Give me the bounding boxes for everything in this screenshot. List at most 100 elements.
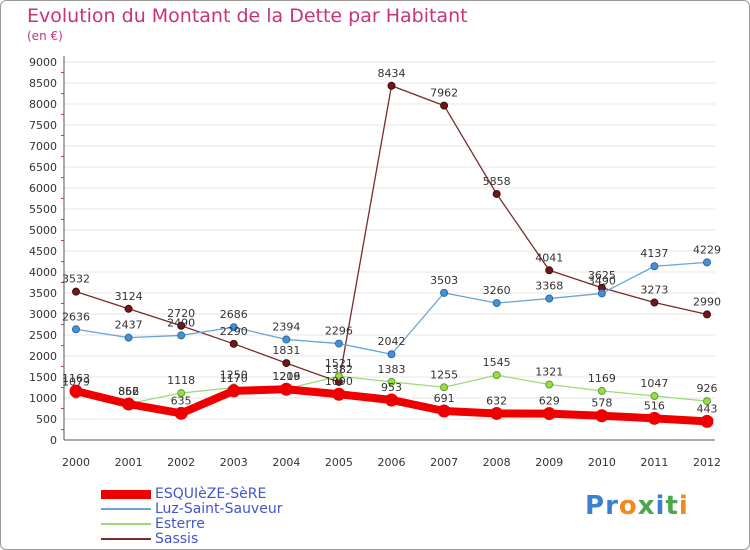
- x-tick-label: 2006: [378, 456, 406, 469]
- data-label-esqui-ze-s-re: 856: [118, 385, 139, 398]
- legend-label: Esterre: [155, 516, 205, 532]
- data-label-esterre: 1079: [62, 376, 90, 389]
- data-label-esqui-ze-s-re: 1090: [325, 375, 353, 388]
- data-label-sassis: 2990: [693, 295, 721, 308]
- data-label-esqui-ze-s-re: 516: [644, 399, 665, 412]
- data-label-esqui-ze-s-re: 632: [486, 394, 507, 407]
- logo-letter: x: [637, 491, 656, 521]
- data-label-sassis: 2720: [167, 307, 195, 320]
- data-point-esterre: [492, 371, 501, 380]
- data-label-esterre: 1169: [588, 372, 616, 385]
- data-label-luz-saint-sauveur: 2296: [325, 325, 353, 338]
- data-label-luz-saint-sauveur: 2490: [167, 316, 195, 329]
- data-label-sassis: 1831: [272, 344, 300, 357]
- data-label-esqui-ze-s-re: 1163: [62, 372, 90, 385]
- data-point-esqui-ze-s-re: [332, 387, 346, 401]
- logo-letter: r: [605, 491, 619, 521]
- data-point-luz-saint-sauveur: [703, 258, 711, 267]
- legend-label: Luz-Saint-Sauveur: [155, 501, 283, 517]
- y-tick-label: 1500: [29, 371, 57, 384]
- x-tick-label: 2008: [483, 456, 511, 469]
- data-point-esterre: [177, 389, 186, 398]
- data-label-esterre: 926: [697, 382, 718, 395]
- data-label-esqui-ze-s-re: 1170: [220, 372, 248, 385]
- data-point-sassis: [72, 287, 80, 296]
- data-point-esterre: [650, 392, 659, 401]
- data-point-sassis: [124, 304, 133, 313]
- y-tick-label: 1000: [29, 392, 57, 405]
- x-tick-label: 2005: [325, 456, 353, 469]
- data-label-luz-saint-sauveur: 3503: [430, 274, 458, 287]
- data-point-luz-saint-sauveur: [72, 325, 80, 334]
- y-tick-label: 8000: [29, 98, 57, 111]
- data-label-luz-saint-sauveur: 3260: [483, 284, 511, 297]
- y-tick-label: 8500: [29, 77, 57, 90]
- data-point-luz-saint-sauveur: [492, 299, 501, 308]
- data-label-esterre: 1321: [535, 366, 563, 379]
- data-label-esterre: 1545: [483, 356, 511, 369]
- data-point-sassis: [545, 266, 554, 275]
- data-label-sassis: 5858: [483, 175, 511, 188]
- data-label-esqui-ze-s-re: 443: [697, 402, 718, 415]
- data-point-luz-saint-sauveur: [440, 288, 449, 297]
- data-label-esterre: 1047: [640, 377, 668, 390]
- data-label-luz-saint-sauveur: 2437: [115, 319, 143, 332]
- legend-label: ESQUIèZE-SèRE: [155, 486, 267, 502]
- legend-label: Sassis: [155, 531, 199, 547]
- data-label-sassis: 1382: [325, 363, 353, 376]
- data-label-luz-saint-sauveur: 4137: [640, 247, 668, 260]
- legend-swatch: [101, 489, 151, 499]
- legend-swatch: [101, 523, 151, 525]
- data-label-luz-saint-sauveur: 2394: [272, 320, 300, 333]
- x-tick-label: 2002: [167, 456, 195, 469]
- y-tick-label: 3500: [29, 287, 57, 300]
- x-tick-label: 2001: [115, 456, 143, 469]
- data-point-sassis: [387, 81, 396, 90]
- data-label-esterre: 1255: [430, 368, 458, 381]
- x-tick-label: 2010: [588, 456, 616, 469]
- data-point-esqui-ze-s-re: [437, 404, 451, 418]
- data-point-esterre: [703, 397, 711, 406]
- chart-subtitle: (en €): [27, 29, 63, 43]
- data-point-esqui-ze-s-re: [174, 406, 188, 420]
- data-label-sassis: 3625: [588, 269, 616, 282]
- data-label-esqui-ze-s-re: 635: [171, 394, 192, 407]
- data-label-esqui-ze-s-re: 1209: [272, 370, 300, 383]
- logo-letter: i: [678, 491, 689, 521]
- x-tick-label: 2011: [640, 456, 668, 469]
- data-point-esterre: [387, 377, 396, 386]
- data-label-esterre: 1250: [220, 369, 248, 382]
- y-tick-label: 2000: [29, 350, 57, 363]
- x-tick-label: 2003: [220, 456, 248, 469]
- y-tick-label: 0: [50, 434, 57, 447]
- x-tick-label: 2007: [430, 456, 458, 469]
- y-tick-label: 7500: [29, 119, 57, 132]
- data-point-sassis: [703, 310, 711, 319]
- x-tick-label: 2012: [693, 456, 721, 469]
- data-point-sassis: [440, 101, 449, 110]
- y-tick-label: 9000: [29, 56, 57, 69]
- data-point-esqui-ze-s-re: [122, 397, 136, 411]
- y-tick-label: 4500: [29, 245, 57, 258]
- data-point-esqui-ze-s-re: [647, 411, 661, 425]
- data-point-luz-saint-sauveur: [177, 331, 186, 340]
- data-point-esterre: [545, 380, 554, 389]
- axes: [61, 56, 715, 441]
- data-label-sassis: 3532: [62, 273, 90, 286]
- data-point-esterre: [334, 372, 343, 381]
- data-point-luz-saint-sauveur: [229, 323, 238, 332]
- data-point-luz-saint-sauveur: [650, 262, 659, 271]
- data-label-luz-saint-sauveur: 3368: [535, 280, 563, 293]
- y-tick-label: 6500: [29, 161, 57, 174]
- data-point-esqui-ze-s-re: [385, 393, 398, 407]
- y-tick-label: 4000: [29, 266, 57, 279]
- data-point-esqui-ze-s-re: [279, 382, 293, 396]
- data-label-sassis: 2290: [220, 325, 248, 338]
- data-label-esqui-ze-s-re: 629: [539, 395, 560, 408]
- data-point-luz-saint-sauveur: [387, 350, 396, 359]
- data-point-esqui-ze-s-re: [595, 409, 609, 423]
- data-label-luz-saint-sauveur: 2042: [378, 335, 406, 348]
- series-lines: [69, 81, 714, 428]
- data-label-luz-saint-sauveur: 3490: [588, 274, 616, 287]
